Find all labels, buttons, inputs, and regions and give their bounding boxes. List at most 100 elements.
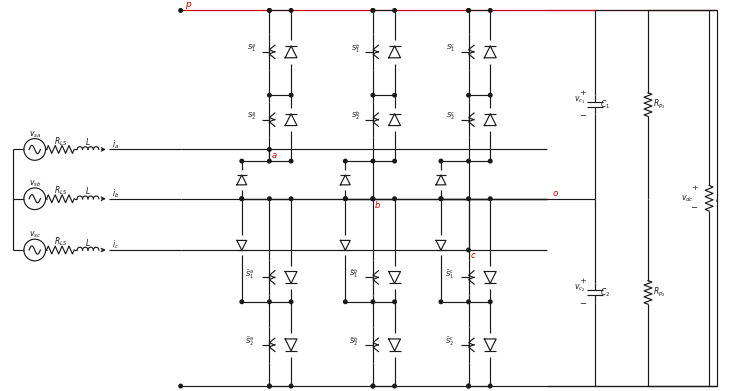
Circle shape [488,9,492,12]
Text: $\bar{S}_2^{c}$: $\bar{S}_2^{c}$ [445,336,454,348]
Circle shape [439,300,443,303]
Circle shape [268,9,271,12]
Text: $S_2^{c}$: $S_2^{c}$ [446,111,456,123]
Circle shape [289,384,293,388]
Circle shape [488,300,492,303]
Circle shape [268,300,271,303]
Circle shape [179,9,183,12]
Circle shape [289,159,293,163]
Text: $v_{sa}$: $v_{sa}$ [29,129,41,140]
Text: $i_a$: $i_a$ [112,138,119,151]
Text: $S_1^{b}$: $S_1^{b}$ [351,42,360,56]
Text: $v_{c_1}$: $v_{c_1}$ [574,95,586,106]
Circle shape [344,300,347,303]
Text: $b$: $b$ [374,199,381,210]
Circle shape [268,384,271,388]
Circle shape [393,159,396,163]
Circle shape [240,159,244,163]
Circle shape [488,159,492,163]
Text: $l$: $l$ [715,193,719,204]
Circle shape [393,9,396,12]
Circle shape [393,300,396,303]
Text: $R_{LS}$: $R_{LS}$ [54,185,67,197]
Circle shape [268,159,271,163]
Text: $S_1^{a}$: $S_1^{a}$ [247,43,257,55]
Text: $a$: $a$ [271,151,277,160]
Circle shape [467,384,470,388]
Circle shape [439,197,443,201]
Text: $p$: $p$ [185,0,192,11]
Circle shape [371,197,374,201]
Text: $C_2$: $C_2$ [600,286,611,299]
Circle shape [467,93,470,97]
Circle shape [467,159,470,163]
Circle shape [268,9,271,12]
Text: +: + [691,185,698,192]
Text: $c$: $c$ [470,251,476,260]
Circle shape [371,197,374,201]
Text: $L$: $L$ [85,185,91,196]
Circle shape [240,197,244,201]
Circle shape [439,197,443,201]
Text: $L$: $L$ [85,136,91,147]
Circle shape [179,384,183,388]
Text: +: + [579,89,586,97]
Circle shape [393,93,396,97]
Circle shape [240,197,244,201]
Text: $-$: $-$ [579,298,587,306]
Text: $o$: $o$ [552,189,559,198]
Text: $v_{sc}$: $v_{sc}$ [29,230,41,240]
Text: $v_{dc}$: $v_{dc}$ [681,193,694,203]
Circle shape [371,384,374,388]
Text: $v_{sb}$: $v_{sb}$ [29,179,41,189]
Text: $i_c$: $i_c$ [112,239,119,251]
Circle shape [289,197,293,201]
Circle shape [393,197,396,201]
Text: $S_2^{a}$: $S_2^{a}$ [247,111,257,123]
Text: $\bar{S}_1^{c}$: $\bar{S}_1^{c}$ [445,268,454,281]
Circle shape [268,148,271,151]
Text: $\bar{S}_2^{b}$: $\bar{S}_2^{b}$ [349,335,358,348]
Circle shape [467,9,470,12]
Text: $R_{p_2}$: $R_{p_2}$ [653,286,666,299]
Circle shape [344,159,347,163]
Circle shape [467,248,470,252]
Circle shape [393,384,396,388]
Text: +: + [579,276,586,285]
Circle shape [344,197,347,201]
Circle shape [488,384,492,388]
Circle shape [371,9,374,12]
Text: $R_{p_1}$: $R_{p_1}$ [653,98,666,111]
Text: $i_b$: $i_b$ [112,188,119,200]
Text: $-$: $-$ [690,202,698,210]
Circle shape [371,159,374,163]
Text: $S_2^{b}$: $S_2^{b}$ [351,110,360,123]
Circle shape [488,197,492,201]
Circle shape [289,93,293,97]
Circle shape [371,384,374,388]
Text: $R_{LS}$: $R_{LS}$ [54,236,67,248]
Circle shape [467,300,470,303]
Circle shape [439,159,443,163]
Circle shape [467,197,470,201]
Circle shape [467,384,470,388]
Circle shape [371,9,374,12]
Text: $S_1^{c}$: $S_1^{c}$ [446,43,456,55]
Circle shape [371,93,374,97]
Circle shape [344,197,347,201]
Circle shape [488,93,492,97]
Circle shape [371,300,374,303]
Circle shape [467,9,470,12]
Text: $L$: $L$ [85,237,91,248]
Circle shape [268,93,271,97]
Circle shape [289,300,293,303]
Text: $v_{c_2}$: $v_{c_2}$ [574,283,586,294]
Text: $R_{LS}$: $R_{LS}$ [54,135,67,148]
Circle shape [240,300,244,303]
Circle shape [268,197,271,201]
Text: $\bar{S}_1^{a}$: $\bar{S}_1^{a}$ [245,268,255,281]
Circle shape [268,384,271,388]
Text: $\bar{S}_2^{a}$: $\bar{S}_2^{a}$ [245,336,255,348]
Text: $C_1$: $C_1$ [600,98,611,111]
Circle shape [289,9,293,12]
